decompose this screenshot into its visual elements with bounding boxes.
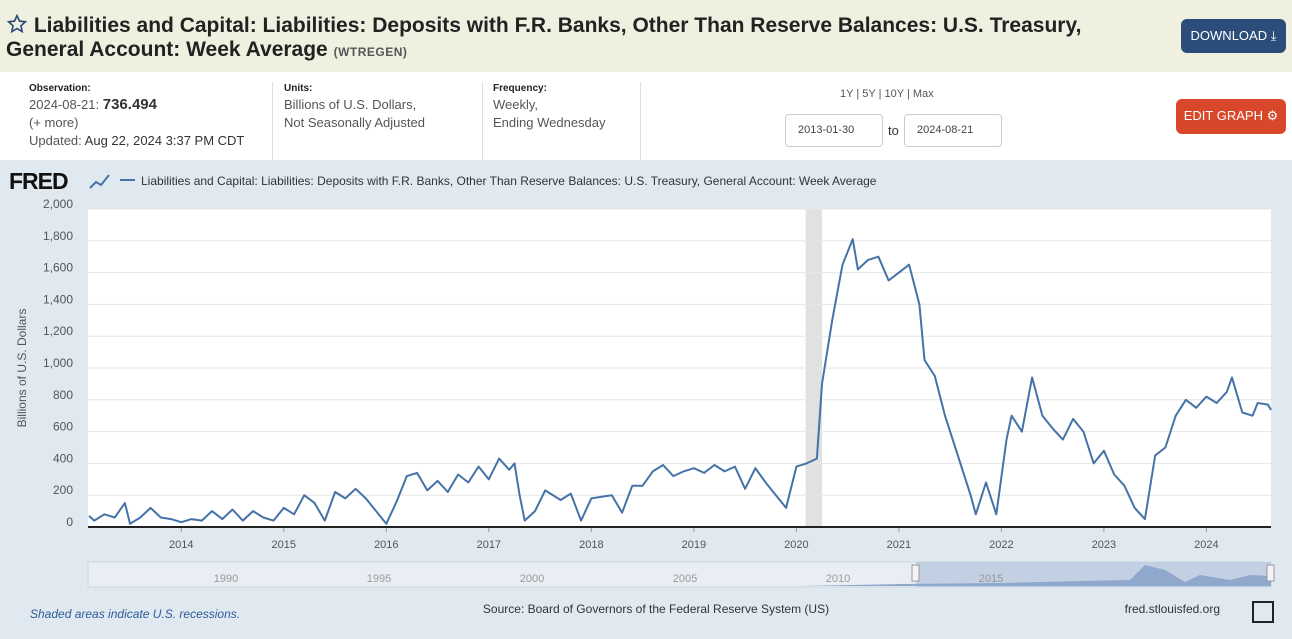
updated: Aug 22, 2024 3:37 PM CDT — [84, 133, 245, 148]
navigator-label: 1995 — [367, 573, 391, 585]
x-tick-label: 2021 — [887, 539, 911, 551]
y-tick-label: 1,800 — [43, 229, 73, 243]
observation: Observation: 2024-08-21: 736.494 (+ more… — [29, 82, 244, 150]
navigator-label: 1990 — [214, 573, 238, 585]
navigator-handle[interactable] — [911, 564, 920, 582]
observation-date: 2024-08-21: — [29, 97, 100, 112]
y-tick-label: 1,600 — [43, 261, 73, 275]
recession-note: Shaded areas indicate U.S. recessions. — [30, 607, 240, 621]
range-separator: | — [878, 88, 882, 100]
x-tick-label: 2016 — [374, 539, 398, 551]
edit-graph-button[interactable]: EDIT GRAPH ⚙ — [1176, 99, 1286, 134]
observation-value: 736.494 — [102, 96, 157, 113]
end-date-input[interactable]: 2024-08-21 — [904, 114, 1002, 147]
x-tick-label: 2020 — [784, 539, 808, 551]
title-block: Liabilities and Capital: Liabilities: De… — [6, 14, 1156, 64]
updated-label: Updated: — [29, 133, 82, 148]
y-tick-label: 1,400 — [43, 292, 73, 306]
range-option[interactable]: Max — [912, 88, 934, 100]
frequency-line: Ending Wednesday — [493, 115, 606, 130]
header: Liabilities and Capital: Liabilities: De… — [0, 0, 1292, 72]
separator — [640, 82, 641, 160]
separator — [272, 82, 273, 160]
units-line: Billions of U.S. Dollars, — [284, 97, 417, 112]
frequency-label: Frequency: — [493, 83, 547, 94]
logo-icon — [89, 174, 110, 189]
source: Source: Board of Governors of the Federa… — [483, 602, 829, 616]
units-line: Not Seasonally Adjusted — [284, 115, 425, 130]
x-tick-label: 2018 — [579, 539, 603, 551]
separator — [482, 82, 483, 160]
download-button[interactable]: DOWNLOAD ⤓ — [1181, 19, 1286, 53]
navigator-handle[interactable] — [1266, 564, 1275, 582]
series-line — [88, 238, 1272, 525]
x-tick-label: 2015 — [272, 539, 296, 551]
star-icon[interactable] — [6, 14, 28, 34]
y-tick-label: 1,200 — [43, 324, 73, 338]
range-option[interactable]: 10Y — [884, 88, 904, 100]
y-tick-label: 0 — [66, 515, 73, 529]
edit-graph-label: EDIT GRAPH — [1183, 108, 1263, 123]
navigator-label: 2010 — [826, 573, 850, 585]
series-id: (WTREGEN) — [333, 45, 408, 59]
observation-label: Observation: — [29, 83, 91, 94]
x-tick-label: 2022 — [989, 539, 1013, 551]
site: fred.stlouisfed.org — [1125, 602, 1220, 616]
y-tick-label: 200 — [53, 483, 73, 497]
y-tick-label: 800 — [53, 388, 73, 402]
series-title: Liabilities and Capital: Liabilities: De… — [6, 14, 1082, 61]
range-separator: | — [856, 88, 860, 100]
navigator-label: 2015 — [979, 573, 1003, 585]
more-link[interactable]: (+ more) — [29, 115, 79, 130]
frequency-line: Weekly, — [493, 97, 539, 112]
units-label: Units: — [284, 83, 313, 94]
navigator-area — [88, 565, 1271, 586]
x-tick-label: 2019 — [682, 539, 706, 551]
range-separator: | — [906, 88, 910, 100]
y-tick-label: 400 — [53, 451, 73, 465]
x-tick-label: 2023 — [1092, 539, 1116, 551]
legend-label: Liabilities and Capital: Liabilities: De… — [141, 174, 877, 188]
y-axis-label: Billions of U.S. Dollars — [15, 309, 29, 428]
range-option[interactable]: 1Y — [840, 88, 854, 100]
navigator-label: 2000 — [520, 573, 544, 585]
units: Units: Billions of U.S. Dollars, Not Sea… — [284, 82, 425, 132]
download-label: DOWNLOAD — [1190, 28, 1268, 43]
chart: FRED Liabilities and Capital: Liabilitie… — [0, 160, 1292, 639]
to-label: to — [888, 123, 899, 138]
range-options: 1Y | 5Y | 10Y | Max — [840, 88, 934, 100]
range-option[interactable]: 5Y — [862, 88, 876, 100]
start-date-input[interactable]: 2013-01-30 — [785, 114, 883, 147]
y-tick-label: 1,000 — [43, 356, 73, 370]
x-tick-label: 2014 — [169, 539, 193, 551]
fred-logo: FRED — [9, 168, 68, 194]
x-tick-label: 2017 — [477, 539, 501, 551]
navigator-label: 2005 — [673, 573, 697, 585]
x-tick-label: 2024 — [1194, 539, 1218, 551]
fullscreen-icon[interactable] — [1252, 601, 1274, 623]
frequency: Frequency: Weekly, Ending Wednesday — [493, 82, 606, 132]
y-tick-label: 2,000 — [43, 197, 73, 211]
y-tick-label: 600 — [53, 420, 73, 434]
